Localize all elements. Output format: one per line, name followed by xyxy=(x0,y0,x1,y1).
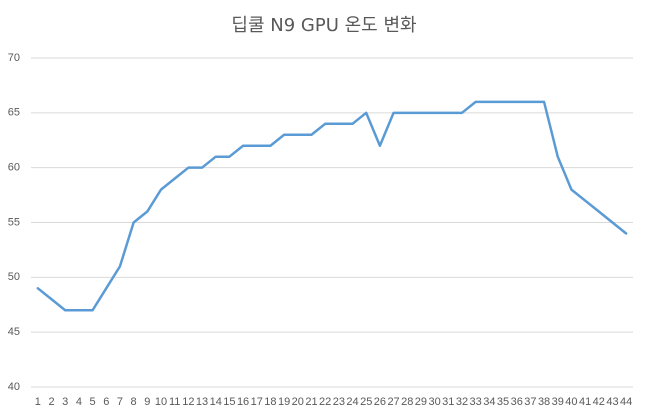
x-tick-label: 37 xyxy=(524,396,536,408)
x-tick-label: 1 xyxy=(35,396,41,408)
x-tick-label: 34 xyxy=(483,396,495,408)
y-tick-label: 70 xyxy=(8,52,20,64)
x-tick-label: 40 xyxy=(565,396,577,408)
y-tick-label: 50 xyxy=(8,271,20,283)
y-tick-label: 60 xyxy=(8,162,20,174)
x-tick-label: 9 xyxy=(144,396,150,408)
x-tick-label: 30 xyxy=(428,396,440,408)
x-tick-label: 41 xyxy=(579,396,591,408)
x-tick-label: 6 xyxy=(103,396,109,408)
x-tick-label: 10 xyxy=(155,396,167,408)
x-tick-label: 22 xyxy=(319,396,331,408)
y-tick-label: 45 xyxy=(8,326,20,338)
x-tick-label: 28 xyxy=(401,396,413,408)
x-tick-label: 35 xyxy=(497,396,509,408)
x-tick-label: 43 xyxy=(606,396,618,408)
x-tick-label: 15 xyxy=(223,396,235,408)
x-tick-label: 32 xyxy=(456,396,468,408)
x-tick-label: 36 xyxy=(511,396,523,408)
x-tick-label: 20 xyxy=(292,396,304,408)
x-tick-label: 8 xyxy=(131,396,137,408)
x-tick-label: 18 xyxy=(264,396,276,408)
x-tick-label: 19 xyxy=(278,396,290,408)
x-tick-label: 7 xyxy=(117,396,123,408)
y-tick-label: 65 xyxy=(8,107,20,119)
data-line xyxy=(36,100,628,312)
x-tick-label: 31 xyxy=(442,396,454,408)
y-tick-label: 40 xyxy=(8,381,20,393)
chart-title: 딥쿨 N9 GPU 온도 변화 xyxy=(231,15,416,36)
x-tick-label: 29 xyxy=(415,396,427,408)
x-tick-label: 42 xyxy=(593,396,605,408)
x-tick-label: 44 xyxy=(620,396,632,408)
x-tick-label: 39 xyxy=(552,396,564,408)
x-tick-label: 21 xyxy=(305,396,317,408)
x-tick-label: 5 xyxy=(90,396,96,408)
y-tick-label: 55 xyxy=(8,216,20,228)
x-tick-label: 12 xyxy=(182,396,194,408)
x-tick-label: 17 xyxy=(251,396,263,408)
x-tick-label: 27 xyxy=(387,396,399,408)
x-tick-label: 26 xyxy=(374,396,386,408)
x-tick-label: 11 xyxy=(169,396,180,408)
x-tick-label: 3 xyxy=(62,396,68,408)
x-tick-label: 2 xyxy=(48,396,54,408)
x-tick-label: 38 xyxy=(538,396,550,408)
x-tick-label: 16 xyxy=(237,396,249,408)
x-tick-label: 14 xyxy=(210,396,222,408)
x-tick-label: 4 xyxy=(76,396,82,408)
x-tick-label: 13 xyxy=(196,396,208,408)
x-tick-label: 25 xyxy=(360,396,372,408)
x-tick-label: 23 xyxy=(333,396,345,408)
x-tick-label: 33 xyxy=(470,396,482,408)
x-tick-label: 24 xyxy=(346,396,358,408)
